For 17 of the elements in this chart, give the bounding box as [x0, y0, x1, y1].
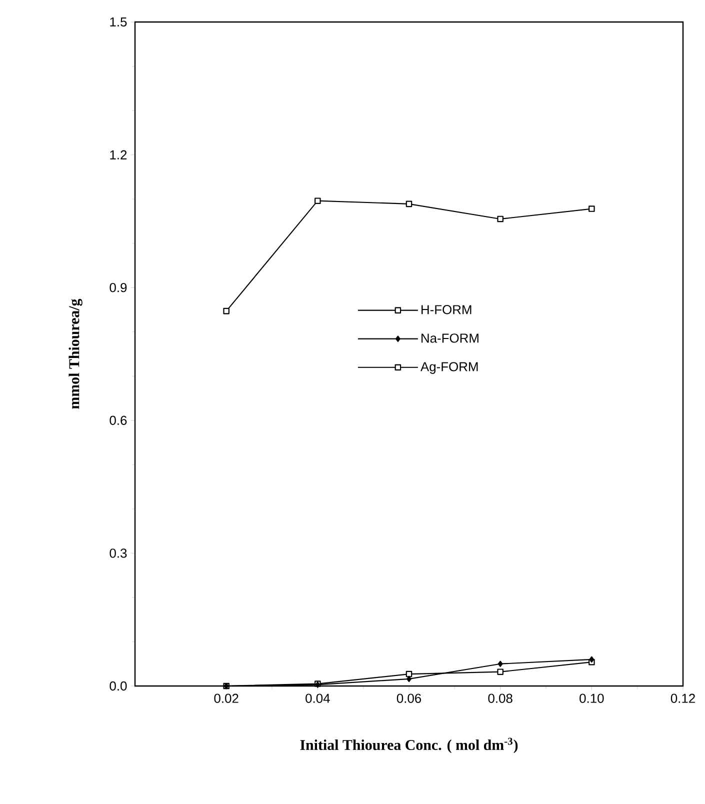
y-tick-label: 0.3: [110, 548, 127, 558]
y-tick-label: 1.5: [110, 17, 127, 27]
x-axis-title: Initial Thiourea Conc. ( mol dm$^{-3}$): [300, 738, 518, 754]
y-tick-label: 1.2: [110, 150, 127, 160]
legend-label: H-FORM: [422, 305, 472, 314]
x-tick-label: 0.04: [306, 694, 330, 703]
y-tick-label: 0.6: [110, 416, 127, 425]
legend-label: Ag-FORM: [420, 362, 478, 374]
x-tick-label: 0.12: [670, 694, 695, 703]
x-tick-label: 0.06: [396, 694, 422, 703]
x-tick-label: 0.02: [214, 694, 238, 703]
y-axis-title: mmol Thiourea/g: [68, 298, 82, 409]
x-tick-label: 0.08: [488, 694, 512, 703]
y-tick-label: 0.9: [110, 283, 127, 292]
y-tick-label: 0.0: [110, 681, 127, 691]
x-tick-label: 0.10: [580, 694, 604, 703]
legend-label: Na-FORM: [422, 334, 478, 343]
